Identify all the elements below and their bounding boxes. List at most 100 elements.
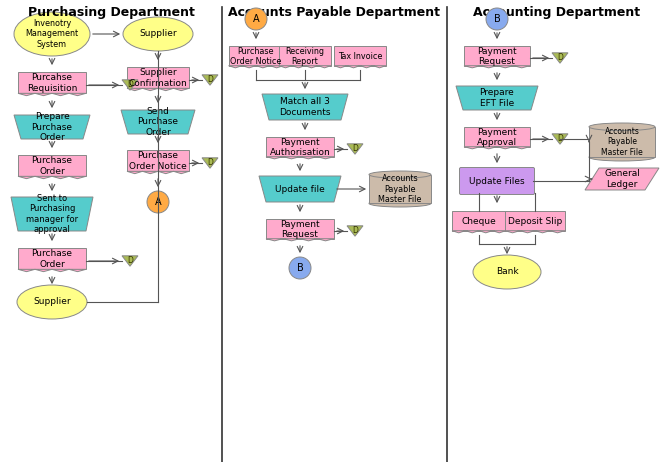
Circle shape (245, 8, 267, 30)
Polygon shape (122, 256, 138, 266)
Text: Purcahse
Requisition: Purcahse Requisition (27, 73, 77, 93)
Text: A: A (253, 14, 259, 24)
Ellipse shape (473, 255, 541, 289)
Text: Payment
Request: Payment Request (477, 47, 517, 66)
Polygon shape (121, 110, 195, 134)
Polygon shape (464, 46, 530, 66)
Polygon shape (266, 137, 334, 157)
Polygon shape (259, 176, 341, 202)
Polygon shape (334, 46, 386, 66)
Polygon shape (464, 66, 530, 68)
Text: Invenotry
Management
System: Invenotry Management System (25, 19, 79, 49)
Text: Tax Invoice: Tax Invoice (338, 52, 382, 61)
Text: D: D (557, 134, 563, 143)
Polygon shape (202, 75, 218, 85)
Text: D: D (127, 256, 133, 265)
Polygon shape (279, 66, 331, 68)
Text: Purchase
Order Notice: Purchase Order Notice (129, 152, 187, 171)
Ellipse shape (589, 153, 655, 161)
Text: Send
Purchase
Order: Send Purchase Order (137, 107, 179, 137)
Text: Prepare
EFT File: Prepare EFT File (480, 88, 514, 108)
Text: Accounts
Payable
Master File: Accounts Payable Master File (378, 174, 422, 204)
Text: D: D (557, 53, 563, 62)
Text: Payment
Authorisation: Payment Authorisation (269, 138, 330, 157)
Text: D: D (207, 75, 213, 84)
Polygon shape (18, 269, 86, 272)
Text: Update file: Update file (275, 184, 325, 194)
Polygon shape (266, 239, 334, 241)
Text: Purchasing Department: Purchasing Department (27, 6, 195, 19)
Polygon shape (18, 72, 86, 93)
Text: D: D (127, 80, 133, 89)
Polygon shape (14, 115, 90, 139)
Text: Accounts
Payable
Master File: Accounts Payable Master File (601, 127, 643, 157)
Polygon shape (464, 146, 530, 149)
Text: Update Files: Update Files (469, 176, 525, 186)
Polygon shape (347, 144, 363, 154)
Polygon shape (11, 197, 93, 231)
Polygon shape (127, 150, 189, 171)
Circle shape (147, 191, 169, 213)
Polygon shape (369, 175, 431, 203)
Text: Supplier
Confirmation: Supplier Confirmation (129, 68, 187, 88)
Polygon shape (505, 231, 565, 233)
Polygon shape (266, 157, 334, 159)
Polygon shape (18, 176, 86, 179)
Text: Sent to
Purchasing
manager for
approval: Sent to Purchasing manager for approval (26, 194, 78, 234)
Polygon shape (18, 248, 86, 269)
Polygon shape (347, 226, 363, 236)
Ellipse shape (589, 123, 655, 131)
Polygon shape (334, 66, 386, 68)
Text: Match all 3
Documents: Match all 3 Documents (279, 97, 331, 117)
Polygon shape (266, 219, 334, 239)
Polygon shape (18, 155, 86, 176)
Text: Deposit Slip: Deposit Slip (508, 217, 562, 226)
Ellipse shape (14, 12, 90, 56)
Text: D: D (207, 158, 213, 167)
Text: Purchase
Order: Purchase Order (31, 157, 73, 176)
Text: Accounting Department: Accounting Department (474, 6, 640, 19)
Polygon shape (279, 46, 331, 66)
Ellipse shape (123, 17, 193, 51)
Ellipse shape (17, 285, 87, 319)
Text: Payment
Request: Payment Request (280, 219, 319, 239)
Text: Cheque: Cheque (462, 217, 496, 226)
Polygon shape (127, 88, 189, 91)
Text: Accounts Payable Department: Accounts Payable Department (228, 6, 440, 19)
Text: Purchase
Order: Purchase Order (31, 249, 73, 269)
Circle shape (289, 257, 311, 279)
Text: A: A (155, 197, 161, 207)
Polygon shape (464, 127, 530, 146)
Polygon shape (18, 93, 86, 96)
Text: B: B (297, 263, 303, 273)
Text: D: D (352, 144, 358, 153)
Polygon shape (229, 46, 283, 66)
Polygon shape (229, 66, 283, 68)
Circle shape (486, 8, 508, 30)
Polygon shape (202, 158, 218, 168)
Text: Supplier: Supplier (33, 298, 71, 306)
Polygon shape (589, 127, 655, 157)
Text: Bank: Bank (496, 267, 518, 276)
Polygon shape (127, 67, 189, 88)
Polygon shape (127, 171, 189, 174)
Text: Payment
Approval: Payment Approval (477, 128, 517, 147)
FancyBboxPatch shape (460, 168, 534, 195)
Ellipse shape (369, 200, 431, 207)
Polygon shape (262, 94, 348, 120)
Text: General
Ledger: General Ledger (604, 169, 640, 188)
Polygon shape (552, 53, 568, 63)
Polygon shape (452, 231, 506, 233)
Polygon shape (452, 211, 506, 231)
Polygon shape (122, 80, 138, 90)
Text: Purchase
Order Notice: Purchase Order Notice (230, 47, 281, 66)
Text: B: B (494, 14, 500, 24)
Text: Supplier: Supplier (139, 30, 177, 38)
Ellipse shape (369, 171, 431, 178)
Polygon shape (552, 134, 568, 144)
Polygon shape (505, 211, 565, 231)
Polygon shape (585, 168, 659, 190)
Text: D: D (352, 226, 358, 235)
Text: Prepare
Purchase
Order: Prepare Purchase Order (31, 112, 73, 142)
Polygon shape (456, 86, 538, 110)
